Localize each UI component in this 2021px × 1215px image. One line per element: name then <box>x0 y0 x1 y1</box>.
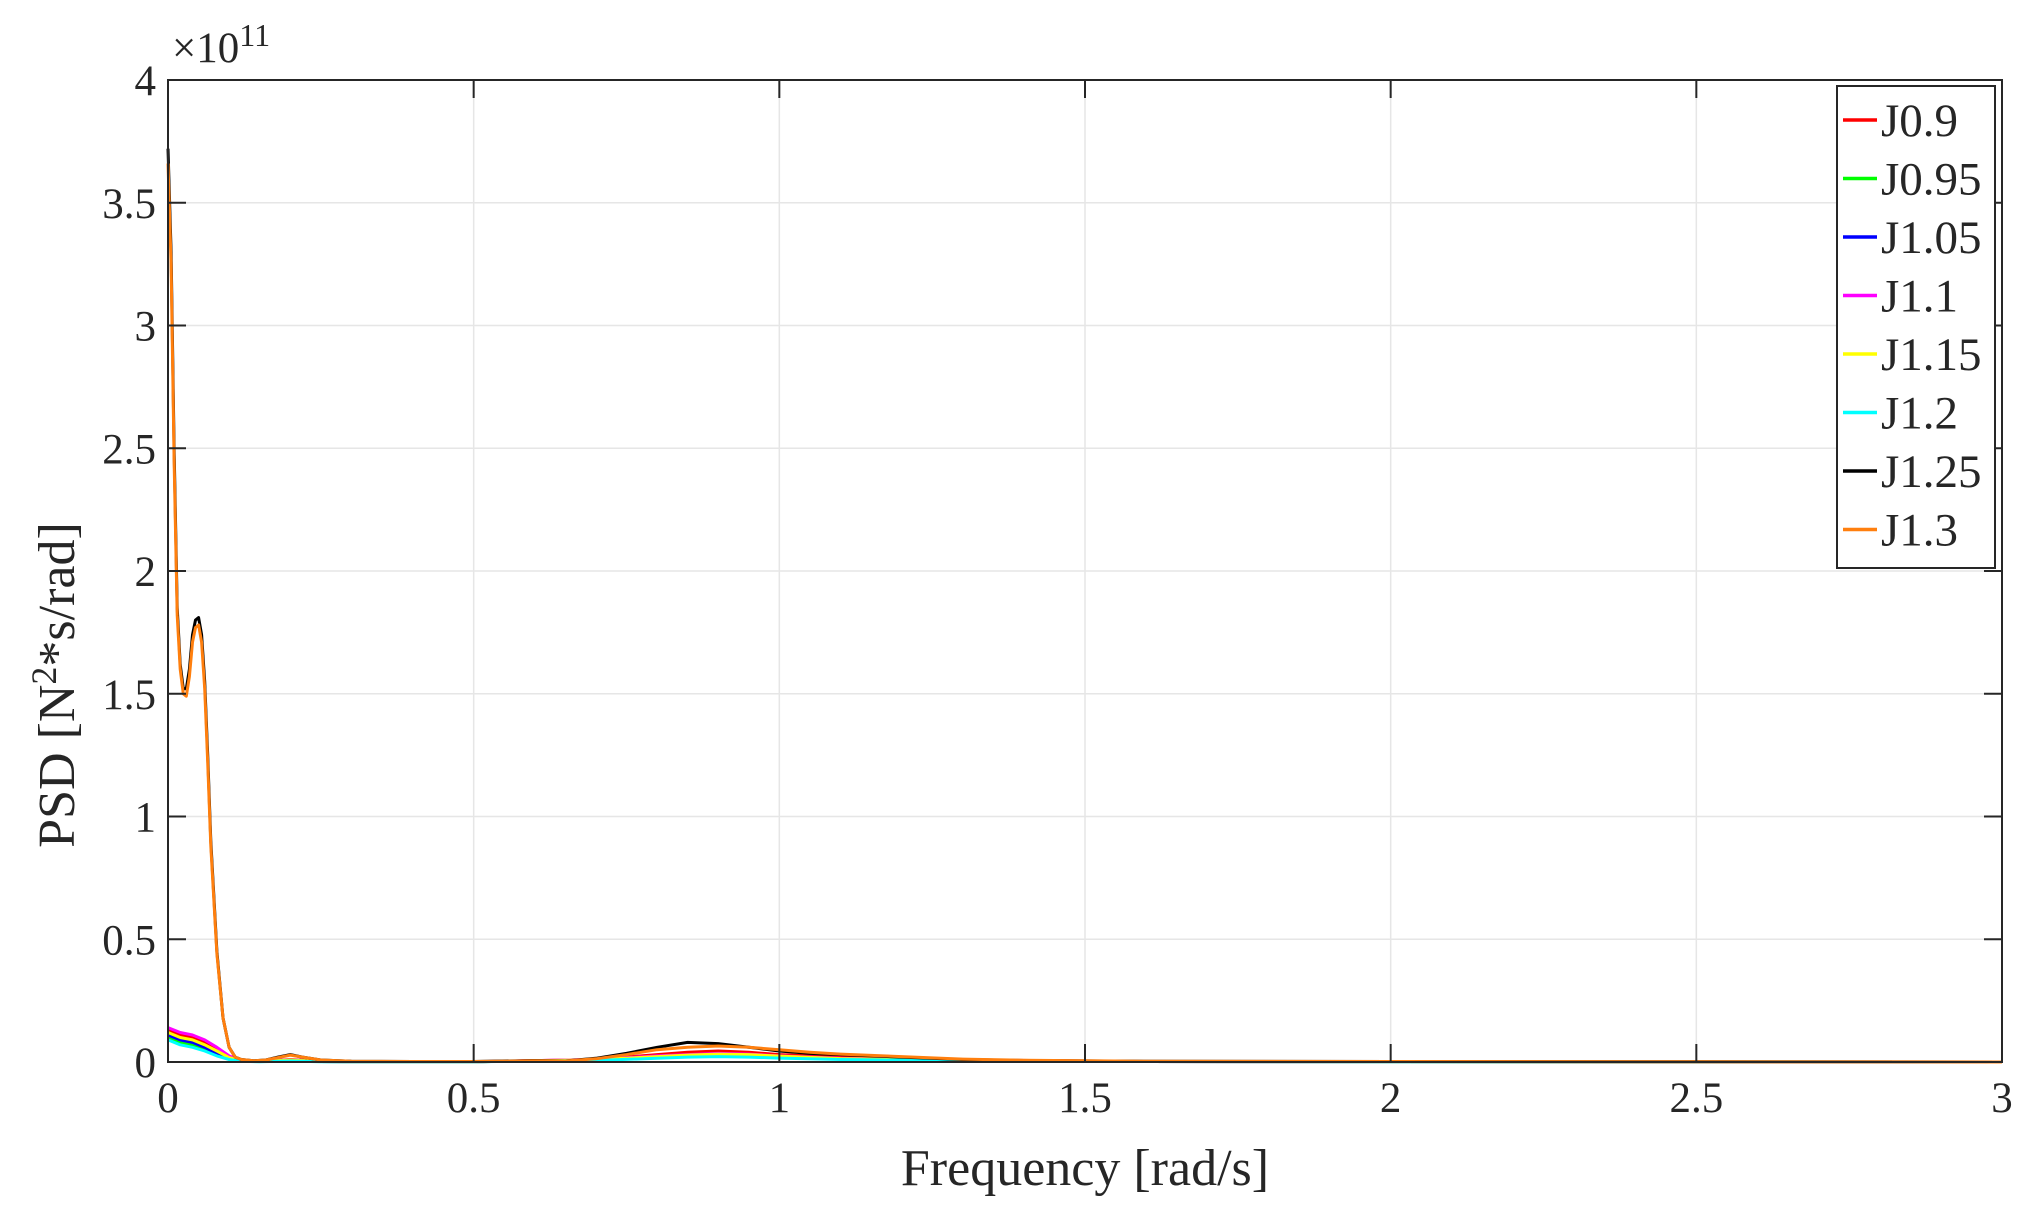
y-axis-label-superscript: 2 <box>24 667 64 685</box>
legend: J0.9 J0.95 J1.05 J1.1 J1.15 J1.2 J1.25 J1.3 <box>1836 85 1996 569</box>
legend-label-J1.3: J1.3 <box>1881 505 1958 557</box>
axis-ticks: 0 0.5 1 1.5 2 2.5 3 0 0.5 1 1.5 2 2.5 3 3.5 4 <box>102 58 2013 1122</box>
y-axis-label: PSD [N2*s/rad] <box>24 522 86 848</box>
x-tick-label: 0 <box>157 1075 179 1122</box>
x-tick-label: 1 <box>769 1075 791 1122</box>
y-tick-label: 0.5 <box>102 917 156 964</box>
x-axis-label: Frequency [rad/s] <box>901 1140 1269 1197</box>
legend-label-J1.25: J1.25 <box>1881 446 1982 498</box>
legend-label-J1.05: J1.05 <box>1881 212 1982 264</box>
y-tick-label: 2 <box>135 549 157 596</box>
x-tick-label: 2 <box>1380 1075 1402 1122</box>
y-tick-label: 4 <box>135 58 157 105</box>
y-tick-label: 0 <box>135 1040 157 1087</box>
legend-label-J1.15: J1.15 <box>1881 329 1982 381</box>
x-tick-label: 1.5 <box>1058 1075 1112 1122</box>
series-line-J1.3 <box>166 163 2003 1064</box>
legend-label-J0.95: J0.95 <box>1881 154 1982 206</box>
x-tick-label: 3 <box>1991 1075 2013 1122</box>
y-tick-label: 2.5 <box>102 426 156 473</box>
y-tick-label: 3.5 <box>102 181 156 228</box>
x-tick-label: 2.5 <box>1669 1075 1723 1122</box>
y-multiplier-exponent: 11 <box>239 17 270 53</box>
y-tick-label: 1.5 <box>102 672 156 719</box>
x-tick-label: 0.5 <box>447 1075 501 1122</box>
y-tick-label: 3 <box>135 304 157 351</box>
legend-label-J0.9: J0.9 <box>1881 95 1958 147</box>
legend-box <box>1836 85 1996 569</box>
legend-label-J1.2: J1.2 <box>1881 388 1958 440</box>
y-tick-label: 1 <box>135 795 157 842</box>
y-multiplier: ×1011 <box>172 17 270 72</box>
legend-label-J1.1: J1.1 <box>1881 271 1958 323</box>
grid-lines <box>167 79 2003 1063</box>
